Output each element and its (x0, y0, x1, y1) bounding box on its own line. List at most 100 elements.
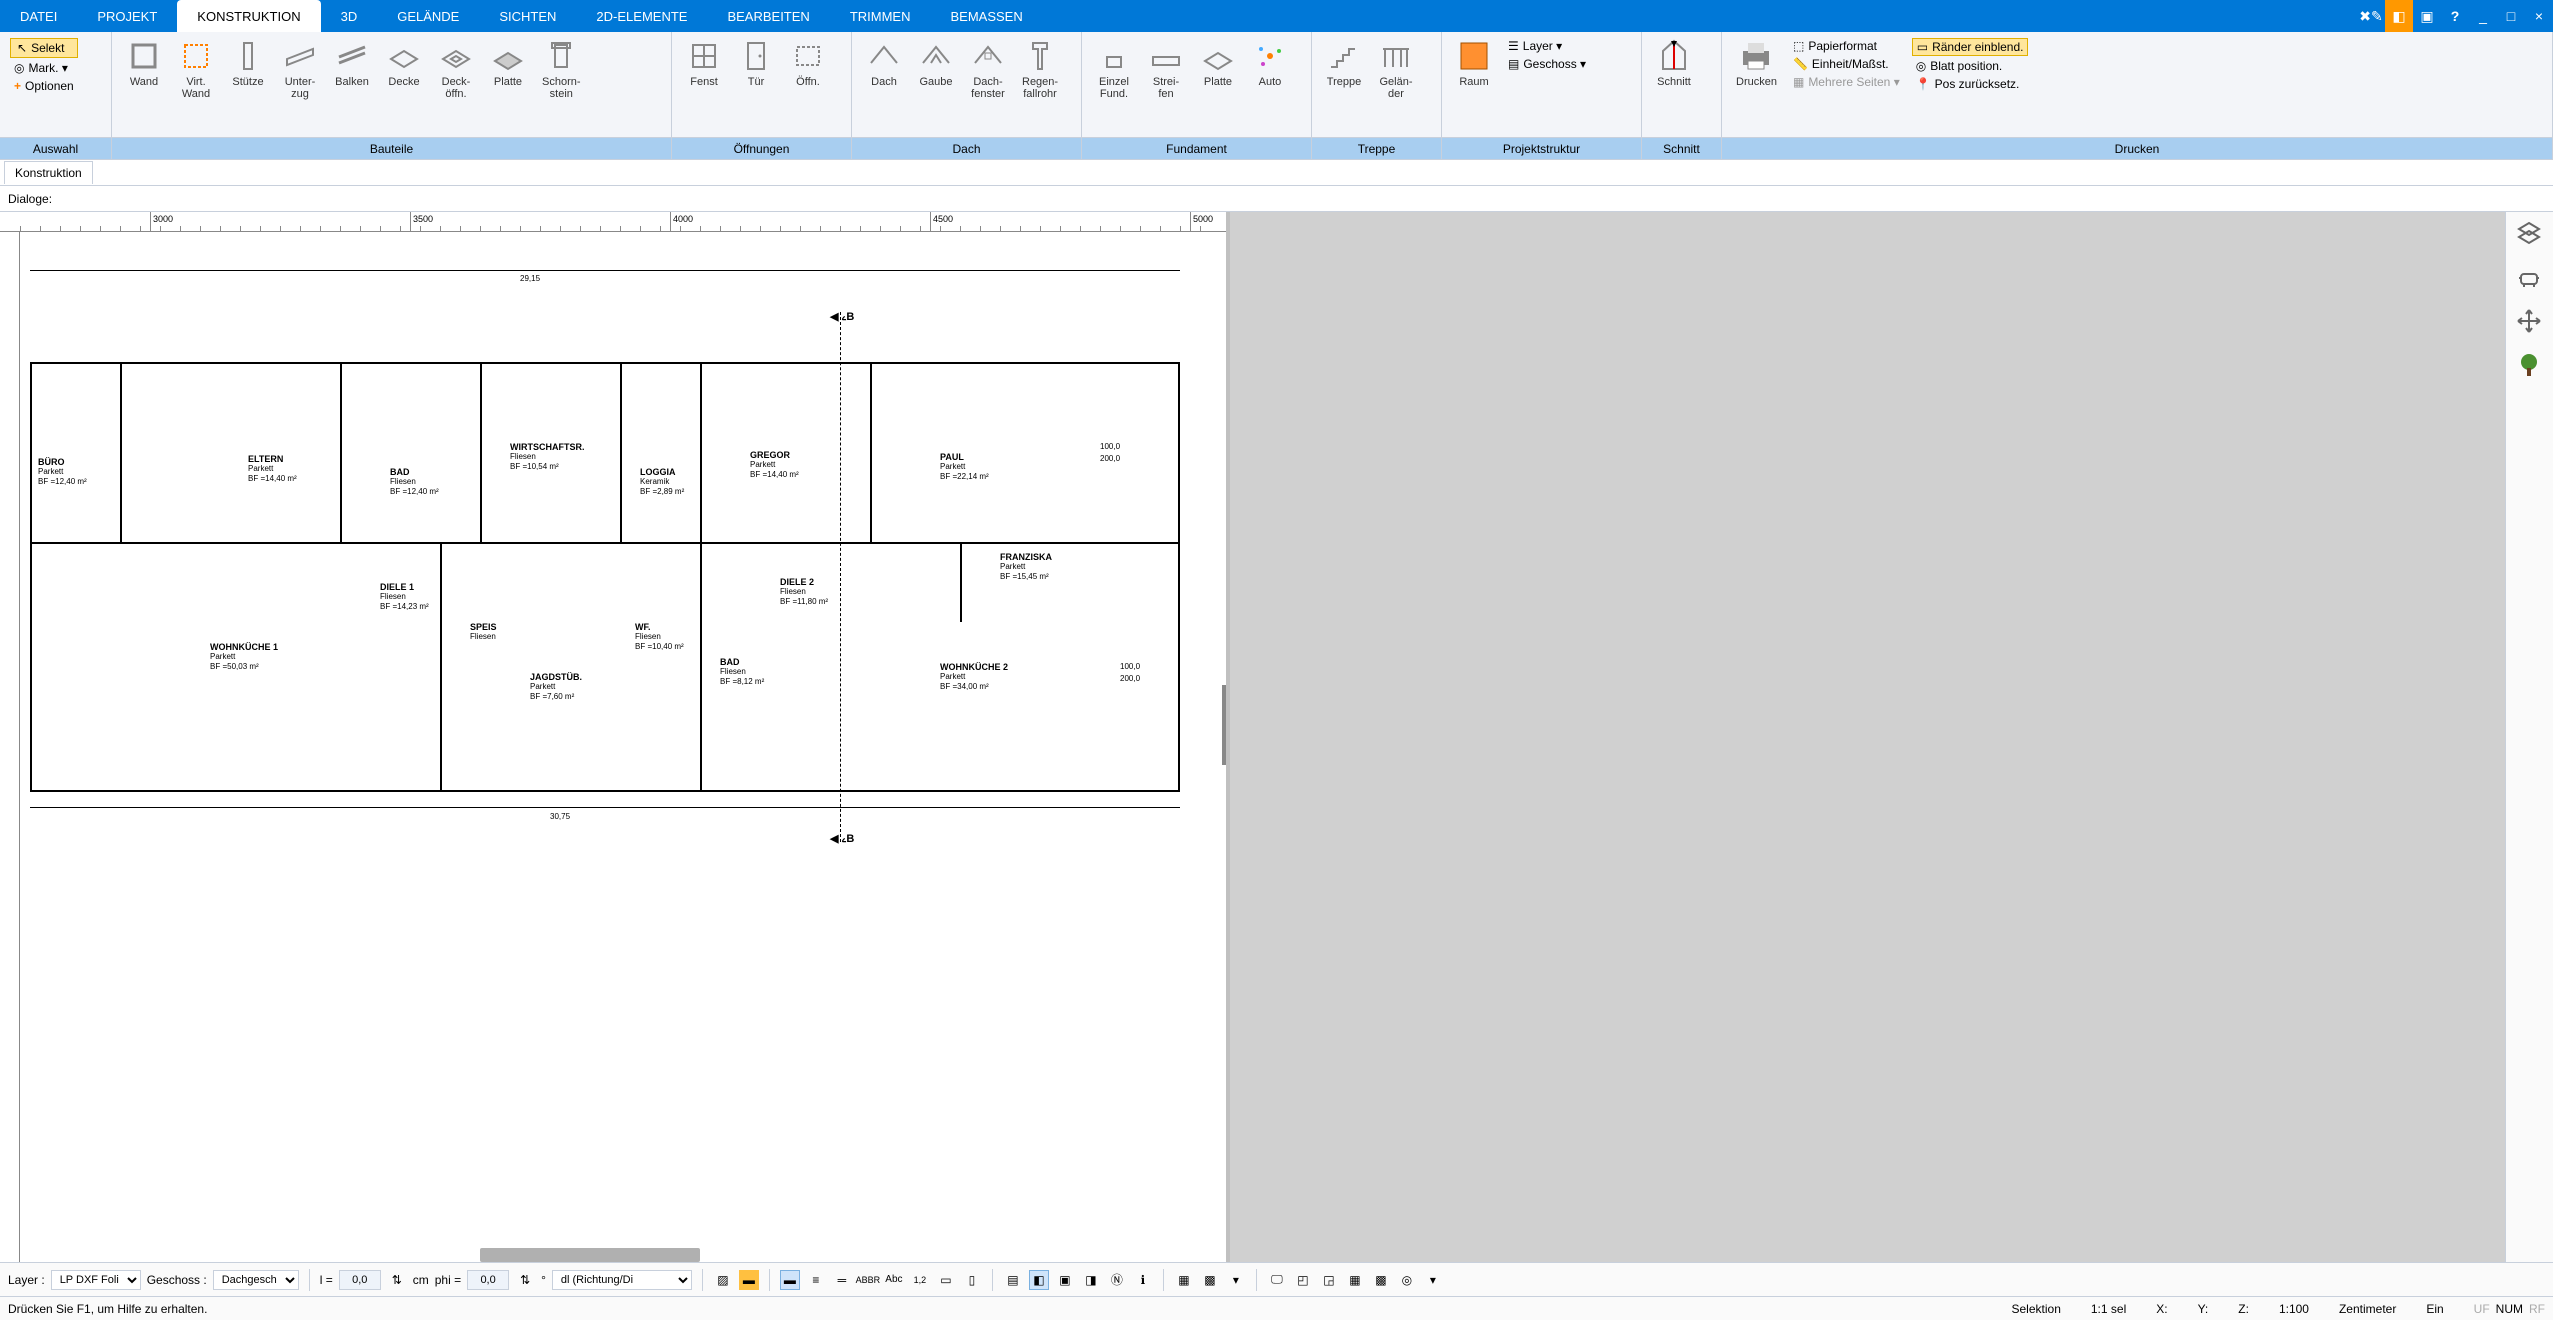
2d-viewport[interactable]: 30003500400045005000 ◀ ࡉB ◀ ࡉB BÜROParke… (0, 212, 1230, 1262)
selekt-button[interactable]: ↖Selekt (10, 38, 78, 58)
menu-tab-konstruktion[interactable]: KONSTRUKTION (177, 0, 320, 32)
tree-icon[interactable] (2516, 352, 2544, 380)
view-mode-1-icon[interactable]: ▬ (780, 1270, 800, 1290)
layer-dropdown[interactable]: ☰Layer ▾ (1504, 38, 1590, 54)
raender-button[interactable]: ▭Ränder einblend. (1912, 38, 2029, 56)
pos-reset-button[interactable]: 📍Pos zurücksetz. (1912, 76, 2029, 92)
fill-icon[interactable]: ▬ (739, 1270, 759, 1290)
drucken-button[interactable]: Drucken (1728, 36, 1785, 90)
floorplan-canvas[interactable]: ◀ ࡉB ◀ ࡉB BÜROParkettBF =12,40 m²ELTERNP… (20, 232, 1226, 1262)
blatt-pos-button[interactable]: ◎Blatt position. (1912, 58, 2029, 74)
menu-tab-2d[interactable]: 2D-ELEMENTE (576, 0, 707, 32)
chimney-button[interactable]: Schorn- stein (534, 36, 589, 102)
grid1-icon[interactable]: ▦ (1174, 1270, 1194, 1290)
box1-icon[interactable]: ▭ (936, 1270, 956, 1290)
align-r-icon[interactable]: ◨ (1081, 1270, 1101, 1290)
dl-select[interactable]: dl (Richtung/Di (552, 1270, 692, 1290)
orange-icon[interactable]: ◧ (2385, 0, 2413, 32)
dim12-icon[interactable]: 1,2 (910, 1270, 930, 1290)
info-icon[interactable]: ℹ (1133, 1270, 1153, 1290)
furniture-icon[interactable] (2516, 264, 2544, 292)
opening-button[interactable]: Öffn. (782, 36, 834, 90)
geschoss-dropdown[interactable]: ▤Geschoss ▾ (1504, 56, 1590, 72)
box2-icon[interactable]: ▯ (962, 1270, 982, 1290)
menu-tab-trimmen[interactable]: TRIMMEN (830, 0, 931, 32)
papierformat-button[interactable]: ⬚Papierformat (1789, 38, 1904, 54)
einheit-button[interactable]: 📏Einheit/Maßst. (1789, 56, 1904, 72)
move-icon[interactable] (2516, 308, 2544, 336)
more-icon[interactable]: ▾ (1423, 1270, 1443, 1290)
circle-n-icon[interactable]: Ⓝ (1107, 1270, 1127, 1290)
menu-tab-bemassen[interactable]: BEMASSEN (930, 0, 1042, 32)
plate-button[interactable]: Platte (482, 36, 534, 90)
tools-icon[interactable]: ✖✎ (2357, 0, 2385, 32)
grid-lg-icon[interactable]: ▦ (1345, 1270, 1365, 1290)
minimize-button[interactable]: _ (2469, 0, 2497, 32)
menu-tab-gelaende[interactable]: GELÄNDE (377, 0, 479, 32)
phi-stepper[interactable]: ⇅ (515, 1270, 535, 1290)
window-button[interactable]: Fenst (678, 36, 730, 90)
grid-dense-icon[interactable]: ▩ (1371, 1270, 1391, 1290)
abbr-icon[interactable]: ABBR (858, 1270, 878, 1290)
schnitt-button[interactable]: Schnitt (1648, 36, 1700, 90)
dormer-button[interactable]: Gaube (910, 36, 962, 90)
screen-icon[interactable]: 🖵 (1267, 1270, 1287, 1290)
dropdown-icon[interactable]: ▾ (1226, 1270, 1246, 1290)
view-mode-2-icon[interactable]: ≡ (806, 1270, 826, 1290)
door-button[interactable]: Tür (730, 36, 782, 90)
align-l-icon[interactable]: ◧ (1029, 1270, 1049, 1290)
rail-button[interactable]: Gelän- der (1370, 36, 1422, 102)
vwall-button[interactable]: Virt. Wand (170, 36, 222, 102)
maximize-button[interactable]: □ (2497, 0, 2525, 32)
layer-vis-icon[interactable]: ▤ (1003, 1270, 1023, 1290)
group-label-bauteile: Bauteile (112, 137, 671, 159)
raum-button[interactable]: Raum (1448, 36, 1500, 90)
column-button[interactable]: Stütze (222, 36, 274, 90)
help-icon[interactable]: ? (2441, 0, 2469, 32)
window-rb-icon[interactable]: ◲ (1319, 1270, 1339, 1290)
align-c-icon[interactable]: ▣ (1055, 1270, 1075, 1290)
3d-viewport[interactable] (1230, 212, 2505, 1262)
menu-tab-datei[interactable]: DATEI (0, 0, 77, 32)
found1-button[interactable]: Einzel Fund. (1088, 36, 1140, 102)
mehrere-seiten-dropdown[interactable]: ▦Mehrere Seiten ▾ (1789, 74, 1904, 90)
roof-icon (866, 38, 902, 74)
geschoss-select[interactable]: Dachgesch (213, 1270, 299, 1290)
phi-label: phi = (435, 1273, 461, 1287)
menu-tab-sichten[interactable]: SICHTEN (479, 0, 576, 32)
skylight-button[interactable]: Dach- fenster (962, 36, 1014, 102)
l-input[interactable] (339, 1270, 381, 1290)
menu-tab-bearbeiten[interactable]: BEARBEITEN (707, 0, 829, 32)
grid2-icon[interactable]: ▩ (1200, 1270, 1220, 1290)
subtab-konstruktion[interactable]: Konstruktion (4, 161, 93, 184)
view-mode-3-icon[interactable]: ═ (832, 1270, 852, 1290)
close-button[interactable]: × (2525, 0, 2553, 32)
horizontal-scrollbar[interactable] (480, 1248, 700, 1262)
slabop-button[interactable]: Deck- öffn. (430, 36, 482, 102)
splitter-handle[interactable] (1222, 685, 1230, 765)
balken-button[interactable]: Balken (326, 36, 378, 90)
downpipe-button[interactable]: Regen- fallrohr (1014, 36, 1066, 102)
hatch-icon[interactable]: ▨ (713, 1270, 733, 1290)
slab-icon (386, 38, 422, 74)
target-icon[interactable]: ◎ (1397, 1270, 1417, 1290)
optionen-button[interactable]: +Optionen (10, 78, 78, 94)
window-icon[interactable]: ▣ (2413, 0, 2441, 32)
layer-select[interactable]: LP DXF Foli (51, 1270, 141, 1290)
menu-tab-3d[interactable]: 3D (321, 0, 378, 32)
found2-button[interactable]: Strei- fen (1140, 36, 1192, 102)
menu-tab-projekt[interactable]: PROJEKT (77, 0, 177, 32)
slab-button[interactable]: Decke (378, 36, 430, 90)
abc-icon[interactable]: Abc (884, 1270, 904, 1290)
layers-panel-icon[interactable] (2516, 220, 2544, 248)
roof-button[interactable]: Dach (858, 36, 910, 90)
l-stepper[interactable]: ⇅ (387, 1270, 407, 1290)
wall-button[interactable]: Wand (118, 36, 170, 90)
window-lt-icon[interactable]: ◰ (1293, 1270, 1313, 1290)
auto-button[interactable]: Auto (1244, 36, 1296, 90)
phi-input[interactable] (467, 1270, 509, 1290)
beam-button[interactable]: Unter- zug (274, 36, 326, 102)
mark-dropdown[interactable]: ◎Mark. ▾ (10, 60, 78, 76)
found3-button[interactable]: Platte (1192, 36, 1244, 90)
stair-button[interactable]: Treppe (1318, 36, 1370, 90)
